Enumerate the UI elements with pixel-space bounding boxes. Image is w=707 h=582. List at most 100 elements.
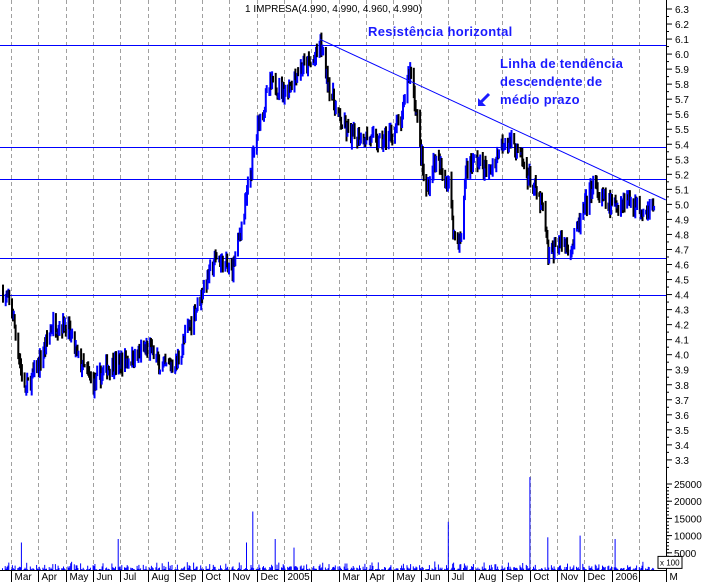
price-bar bbox=[83, 364, 86, 368]
volume-bar bbox=[498, 569, 499, 570]
price-bar bbox=[107, 365, 110, 371]
volume-bar bbox=[202, 568, 204, 570]
volume-bar bbox=[36, 565, 38, 570]
x-tick-label: Jun bbox=[425, 572, 441, 582]
volume-bar bbox=[481, 566, 483, 570]
volume-bar bbox=[589, 568, 591, 570]
volume-bar bbox=[221, 569, 223, 570]
annotation-trend-line-2: descendente de bbox=[500, 74, 602, 89]
price-bar bbox=[447, 176, 450, 189]
volume-bar bbox=[43, 568, 45, 570]
volume-bar bbox=[171, 565, 173, 570]
price-tick-label: 4.3 bbox=[675, 306, 689, 317]
volume-bar bbox=[551, 567, 553, 570]
volume-tick-label: 15000 bbox=[674, 514, 702, 525]
volume-bar bbox=[180, 569, 182, 570]
price-bar bbox=[378, 133, 381, 139]
price-bar bbox=[596, 182, 599, 198]
volume-bar bbox=[81, 569, 82, 570]
volume-bar bbox=[189, 566, 191, 570]
price-bar bbox=[498, 149, 500, 159]
volume-bar bbox=[294, 566, 296, 570]
price-bar bbox=[516, 143, 519, 153]
volume-bar bbox=[482, 568, 484, 570]
price-bar bbox=[541, 192, 543, 205]
volume-bar bbox=[626, 569, 628, 570]
volume-unit-box bbox=[657, 555, 683, 569]
volume-bar bbox=[497, 566, 499, 570]
volume-bar bbox=[303, 565, 305, 570]
volume-bar bbox=[652, 567, 654, 570]
price-bar bbox=[584, 193, 587, 215]
volume-bar bbox=[127, 566, 129, 570]
volume-bar bbox=[546, 569, 548, 570]
volume-bar bbox=[89, 567, 91, 570]
price-bar bbox=[567, 244, 569, 256]
volume-bar bbox=[96, 569, 98, 570]
price-bar bbox=[263, 106, 266, 118]
volume-bar bbox=[598, 564, 600, 570]
volume-bar bbox=[144, 569, 146, 570]
volume-bar bbox=[88, 569, 90, 570]
x-tick-label: Jul bbox=[124, 572, 137, 582]
price-bar bbox=[435, 155, 438, 172]
price-bar bbox=[334, 100, 337, 115]
volume-bar bbox=[532, 569, 534, 570]
volume-bar bbox=[102, 563, 104, 570]
price-bar bbox=[112, 352, 115, 376]
volume-bar bbox=[100, 569, 102, 570]
price-bar bbox=[366, 126, 369, 141]
volume-bar bbox=[199, 569, 201, 570]
volume-bar bbox=[388, 568, 390, 570]
volume-bar bbox=[538, 569, 540, 570]
volume-bar bbox=[108, 569, 110, 570]
volume-bar bbox=[328, 564, 330, 570]
price-bar bbox=[504, 138, 507, 150]
volume-bar bbox=[320, 568, 322, 570]
volume-bar bbox=[98, 569, 100, 570]
price-bar bbox=[33, 360, 36, 378]
volume-bar bbox=[140, 568, 142, 570]
volume-bar bbox=[375, 569, 377, 570]
volume-bar bbox=[48, 567, 50, 570]
volume-bar bbox=[358, 569, 360, 570]
volume-bar bbox=[17, 568, 19, 570]
price-bar bbox=[394, 126, 396, 144]
volume-bar bbox=[365, 569, 367, 570]
volume-bar bbox=[453, 562, 455, 570]
volume-bar bbox=[332, 567, 334, 570]
price-bar bbox=[337, 107, 340, 117]
volume-bar bbox=[95, 569, 97, 570]
volume-bar bbox=[464, 565, 466, 570]
volume-bar bbox=[426, 569, 428, 570]
volume-bar bbox=[33, 569, 35, 570]
price-bar bbox=[648, 199, 651, 220]
volume-bar bbox=[489, 568, 491, 570]
volume-bar bbox=[494, 564, 496, 570]
volume-bar bbox=[165, 566, 167, 570]
x-tick-label: Sep bbox=[179, 572, 197, 582]
volume-bar bbox=[387, 569, 389, 570]
price-bar bbox=[8, 289, 11, 306]
volume-bar bbox=[640, 568, 642, 570]
price-bar bbox=[514, 143, 517, 158]
volume-bar bbox=[32, 568, 34, 570]
volume-bar bbox=[592, 569, 594, 570]
volume-bar bbox=[11, 569, 12, 570]
price-tick-label: 4.2 bbox=[675, 321, 689, 332]
price-bar bbox=[146, 340, 149, 358]
price-bar bbox=[413, 85, 416, 112]
volume-bar bbox=[616, 568, 618, 570]
price-bar bbox=[376, 144, 379, 153]
price-bar bbox=[513, 133, 516, 145]
volume-bar bbox=[282, 564, 284, 570]
price-bar bbox=[441, 168, 444, 181]
x-tick-label: Aug bbox=[479, 572, 497, 582]
volume-bar bbox=[281, 567, 283, 570]
volume-bar bbox=[2, 568, 3, 570]
volume-bar bbox=[510, 568, 512, 570]
volume-bar bbox=[488, 569, 490, 570]
volume-bar bbox=[62, 568, 64, 570]
volume-tick-label: 25000 bbox=[674, 480, 702, 491]
price-bar bbox=[560, 230, 563, 252]
